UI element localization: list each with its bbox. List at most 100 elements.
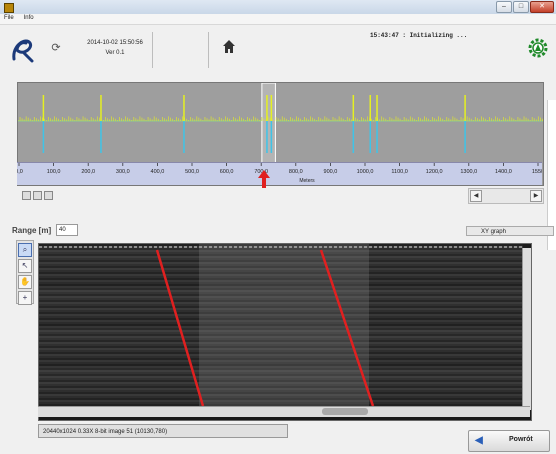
scan-band	[39, 298, 523, 300]
axis-tick-label: 1400,0	[495, 169, 512, 175]
scan-band	[39, 336, 523, 338]
scan-band	[39, 274, 523, 276]
axis-tick-label: 1300,0	[460, 169, 477, 175]
axis-tick-label: 200,0	[81, 169, 95, 175]
header	[0, 25, 556, 75]
scan-band	[39, 322, 523, 324]
scan-band	[39, 260, 523, 262]
annotation-line[interactable]	[155, 249, 205, 406]
axis-tick-label: 500,0	[185, 169, 199, 175]
scan-band	[39, 364, 523, 366]
scroll-right-button[interactable]: ▶	[530, 190, 542, 202]
status-text: 15:43:47 : Initializing ...	[370, 32, 468, 39]
minimize-button[interactable]: –	[496, 1, 512, 13]
scan-band	[39, 286, 523, 288]
menu-file[interactable]: File	[4, 15, 14, 21]
scan-band	[39, 346, 523, 348]
chart-scrollbar[interactable]: ◀ ▶	[468, 188, 544, 204]
scan-band	[39, 366, 523, 368]
range-input[interactable]: 40	[56, 224, 78, 236]
scan-band	[39, 270, 523, 272]
chart-zoom-tool[interactable]	[22, 191, 31, 200]
scan-band	[39, 250, 523, 252]
scroll-thumb[interactable]	[322, 408, 368, 415]
zoom-tool-icon[interactable]: ⌕	[18, 243, 32, 257]
header-divider	[152, 32, 153, 68]
chart-reset-tool[interactable]	[44, 191, 53, 200]
selection-window[interactable]	[261, 83, 276, 163]
scan-band	[39, 376, 523, 378]
scan-band	[39, 296, 523, 298]
scan-band	[39, 328, 523, 330]
scan-band	[39, 254, 523, 256]
scan-band	[39, 394, 523, 396]
window-controls: – □ ✕	[496, 1, 554, 13]
scan-band	[39, 380, 523, 382]
scroll-left-button[interactable]: ◀	[470, 190, 482, 202]
axis-tick-label: 1100,0	[391, 169, 407, 175]
home-icon[interactable]	[222, 38, 236, 54]
scan-band	[39, 386, 523, 388]
image-horizontal-scrollbar[interactable]	[38, 406, 530, 417]
scan-band	[39, 402, 523, 404]
scan-band	[39, 338, 523, 340]
scan-band	[39, 396, 523, 398]
scan-band	[39, 332, 523, 334]
position-marker-icon[interactable]	[258, 170, 270, 188]
back-button-label: Powrót	[509, 436, 533, 443]
scan-band	[39, 290, 523, 292]
back-button[interactable]: ◀ Powrót	[468, 430, 550, 452]
scan-image-viewer[interactable]	[38, 243, 532, 421]
scan-band	[39, 326, 523, 328]
axis-tick-label: 0,0	[17, 169, 23, 175]
refresh-icon[interactable]: ⟳	[51, 42, 61, 54]
scan-band	[39, 258, 523, 260]
scan-band	[39, 378, 523, 380]
pan-tool-icon[interactable]: ✋	[18, 275, 32, 289]
axis-tick-label: 300,0	[116, 169, 130, 175]
menu-info[interactable]: Info	[23, 15, 34, 21]
scan-band	[39, 350, 523, 352]
chart-tools	[22, 191, 53, 200]
image-toolbox: ⌕ ↖ ✋ +	[16, 240, 34, 305]
axis-title: Meters	[299, 178, 315, 184]
axis-tick-label: 1200,0	[426, 169, 443, 175]
scan-band	[39, 392, 523, 394]
scan-band	[39, 342, 523, 344]
axis-tick-label: 800,0	[289, 169, 303, 175]
scan-band	[39, 358, 523, 360]
scan-band	[39, 282, 523, 284]
range-label: Range [m]	[12, 226, 52, 235]
scan-band	[39, 348, 523, 350]
scan-band	[39, 272, 523, 274]
gear-logo-icon	[528, 38, 548, 58]
app-icon	[4, 3, 14, 13]
axis-tick-label: 700,0	[254, 169, 268, 175]
axis-ticks: 0,0 100,0 200,0 300,0 400,0 500,0 600,0 700,0 80…	[17, 163, 542, 184]
axis-tick-label: 900,0	[324, 169, 338, 175]
maximize-button[interactable]: □	[513, 1, 529, 13]
scan-band	[39, 244, 523, 246]
scan-band	[39, 400, 523, 402]
scan-image	[39, 244, 523, 406]
title-bar	[0, 0, 556, 14]
scan-band	[39, 354, 523, 356]
scan-band	[39, 284, 523, 286]
scan-band	[39, 360, 523, 362]
scan-band	[39, 262, 523, 264]
axis-tick-label: 1550	[532, 169, 542, 175]
scan-band	[39, 306, 523, 308]
close-button[interactable]: ✕	[530, 1, 554, 13]
app-logo-icon	[12, 39, 34, 63]
scan-band	[39, 268, 523, 270]
datetime-text: 2014-10-02 15:50:56	[87, 40, 143, 46]
crosshair-tool-icon[interactable]: +	[18, 291, 32, 305]
axis-tick-label: 400,0	[151, 169, 165, 175]
xy-graph-toggle[interactable]: XY graph	[466, 226, 554, 236]
annotation-line[interactable]	[319, 249, 375, 406]
chart-pan-tool[interactable]	[33, 191, 42, 200]
pointer-tool-icon[interactable]: ↖	[18, 259, 32, 273]
image-vertical-scrollbar[interactable]	[522, 248, 531, 410]
scan-band	[39, 308, 523, 310]
xy-graph-label: XY graph	[481, 229, 506, 235]
